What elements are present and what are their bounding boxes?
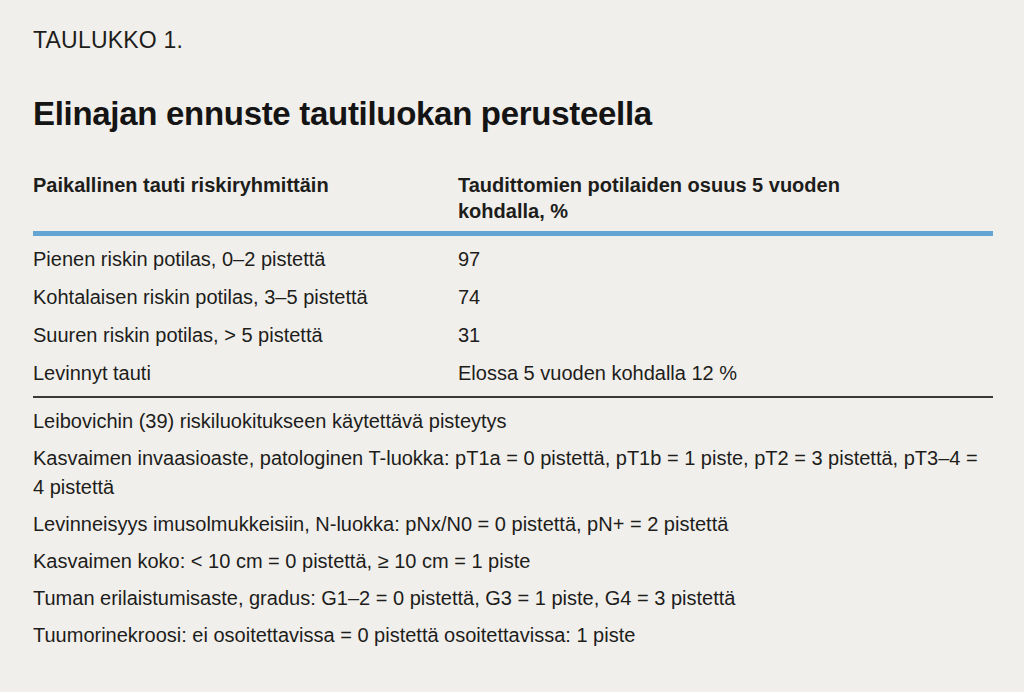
footnote-line: Tuman erilaistumisaste, gradus: G1–2 = 0… (33, 584, 991, 613)
prognosis-table: Paikallinen tauti riskiryhmittäin Taudit… (33, 172, 993, 650)
row-label: Kohtalaisen riskin potilas, 3–5 pistettä (33, 284, 458, 310)
row-label: Suuren riskin potilas, > 5 pistettä (33, 322, 458, 348)
column-header-disease-free-share: Taudittomien potilaiden osuus 5 vuoden k… (458, 172, 993, 224)
table-header-row: Paikallinen tauti riskiryhmittäin Taudit… (33, 172, 993, 236)
table-row: Pienen riskin potilas, 0–2 pistettä 97 (33, 240, 993, 278)
footnote-line: Kasvaimen koko: < 10 cm = 0 pistettä, ≥ … (33, 547, 991, 576)
footnote-line: Tuumorinekroosi: ei osoitettavissa = 0 p… (33, 621, 991, 650)
row-label: Pienen riskin potilas, 0–2 pistettä (33, 246, 458, 272)
row-value: 74 (458, 284, 993, 310)
footnote-line: Leibovichin (39) riskiluokitukseen käyte… (33, 407, 991, 436)
table-row: Kohtalaisen riskin potilas, 3–5 pistettä… (33, 278, 993, 316)
column-header-risk-group: Paikallinen tauti riskiryhmittäin (33, 172, 458, 198)
footnote-line: Levinneisyys imusolmukkeisiin, N-luokka:… (33, 510, 991, 539)
table-row: Levinnyt tauti Elossa 5 vuoden kohdalla … (33, 354, 993, 392)
table-row: Suuren riskin potilas, > 5 pistettä 31 (33, 316, 993, 354)
row-value: 31 (458, 322, 993, 348)
row-value: Elossa 5 vuoden kohdalla 12 % (458, 360, 993, 386)
row-label: Levinnyt tauti (33, 360, 458, 386)
table-body: Pienen riskin potilas, 0–2 pistettä 97 K… (33, 236, 993, 396)
footnote-line: Kasvaimen invaasioaste, patologinen T-lu… (33, 444, 991, 502)
table-figure-page: TAULUKKO 1. Elinajan ennuste tautiluokan… (0, 0, 1024, 692)
scoring-footnotes: Leibovichin (39) riskiluokitukseen käyte… (33, 396, 993, 650)
row-value: 97 (458, 246, 993, 272)
table-kicker: TAULUKKO 1. (33, 26, 993, 54)
table-title: Elinajan ennuste tautiluokan perusteella (33, 96, 993, 132)
